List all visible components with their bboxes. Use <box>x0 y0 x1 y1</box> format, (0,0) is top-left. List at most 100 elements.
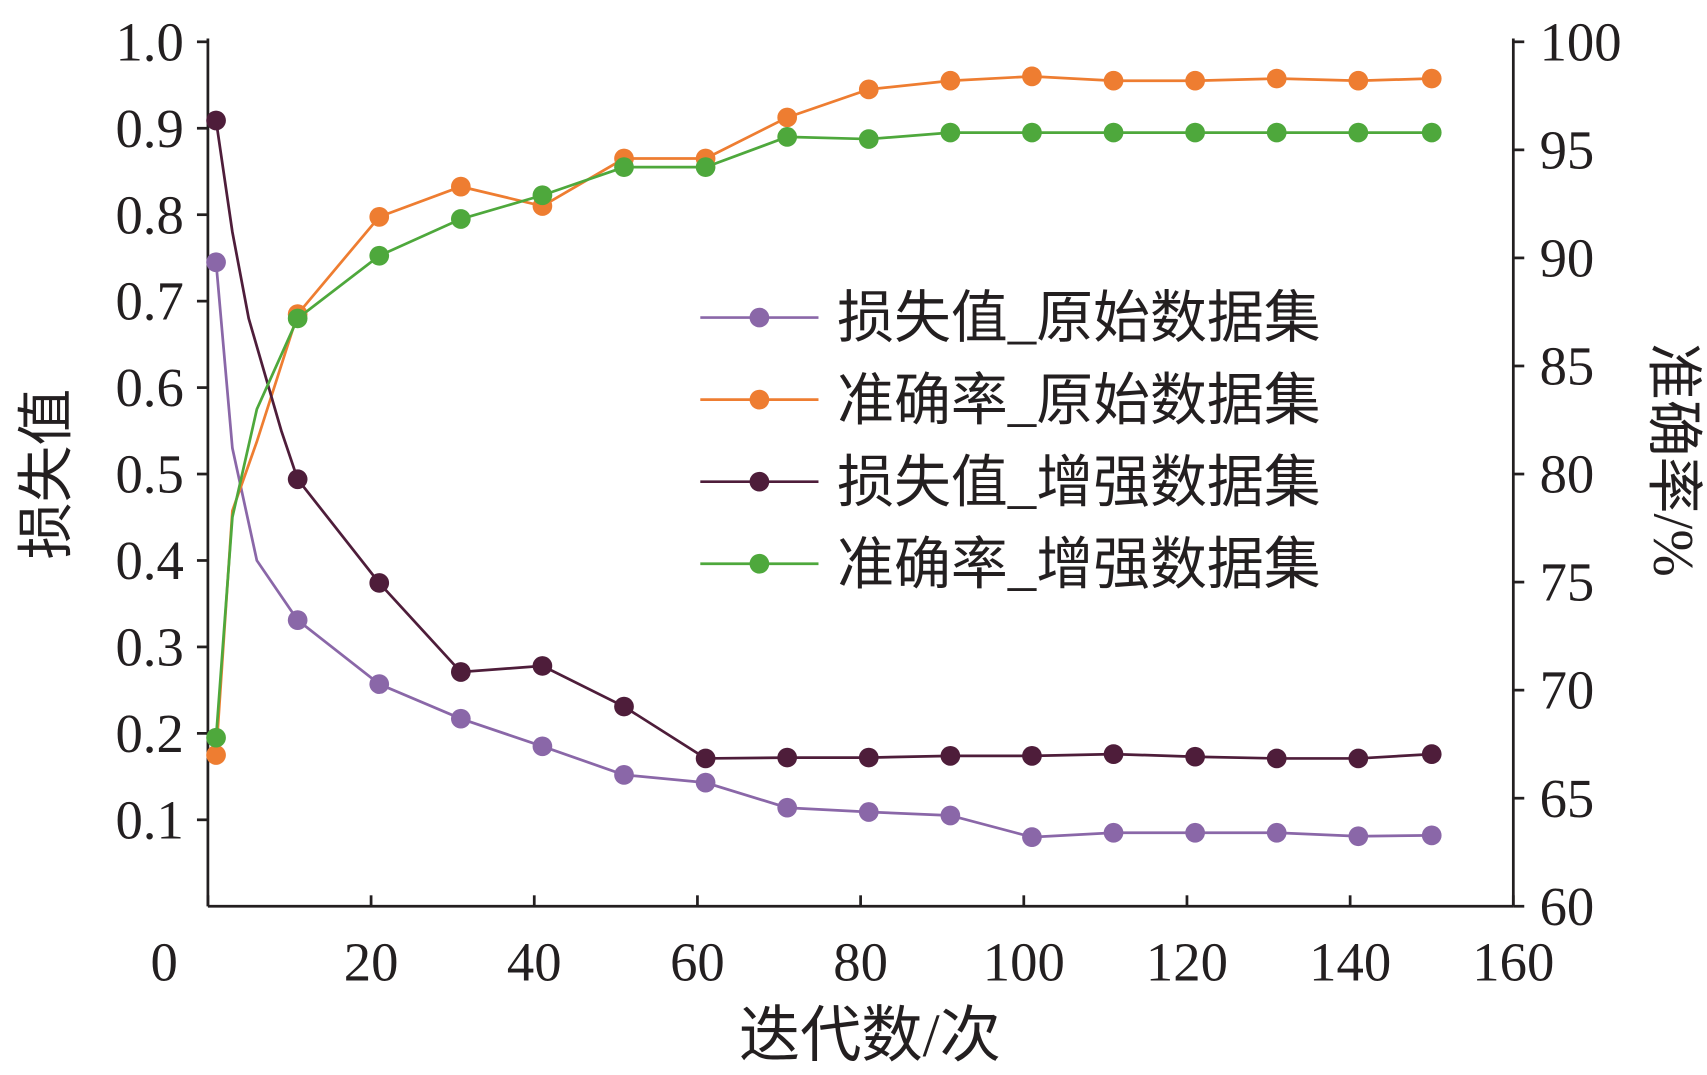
y-right-tick-label: 95 <box>1540 119 1595 180</box>
x-tick-label: 0 <box>150 932 177 993</box>
data-point <box>777 747 798 768</box>
data-point <box>1022 122 1042 143</box>
x-tick-label: 20 <box>344 932 399 993</box>
data-point <box>777 127 798 147</box>
y-right-tick-label: 100 <box>1540 11 1622 72</box>
y-left-axis-label: 损失值 <box>16 389 79 560</box>
legend-item: 损失值_增强数据集 <box>700 451 1321 514</box>
x-tick-label: 60 <box>670 932 725 993</box>
data-point <box>614 696 634 717</box>
data-point <box>1348 70 1369 91</box>
y-left-tick-label: 1.0 <box>115 11 183 72</box>
y-right-tick-label: 75 <box>1540 552 1595 613</box>
data-point <box>369 674 390 694</box>
data-point <box>1266 68 1287 89</box>
data-point <box>695 772 716 793</box>
y-left-tick-label: 0.9 <box>115 98 183 159</box>
data-point <box>1348 826 1369 847</box>
legend-label: 准确率_增强数据集 <box>837 533 1321 596</box>
data-point <box>858 747 879 768</box>
legend-item: 准确率_原始数据集 <box>700 369 1321 432</box>
legend-item: 准确率_增强数据集 <box>700 533 1321 596</box>
y-left-tick-label: 0.3 <box>115 617 183 678</box>
data-point <box>287 308 308 329</box>
y-right-tick-label: 80 <box>1540 444 1595 505</box>
legend-marker <box>749 307 770 328</box>
data-point <box>1022 745 1042 766</box>
y-left-tick-label: 0.4 <box>115 530 183 591</box>
legend-label: 损失值_原始数据集 <box>837 287 1321 350</box>
data-point <box>614 765 634 785</box>
series-3 <box>206 110 1442 769</box>
data-point <box>940 745 961 766</box>
x-tick-label: 140 <box>1309 932 1391 993</box>
y-left-tick-label: 0.5 <box>115 444 183 505</box>
data-point <box>614 157 634 178</box>
series-4 <box>206 122 1442 748</box>
data-point <box>369 207 390 227</box>
data-point <box>450 176 471 197</box>
data-point <box>777 107 798 128</box>
data-point <box>450 662 471 682</box>
data-point <box>1185 122 1205 143</box>
data-point <box>1266 748 1287 769</box>
series-line <box>214 120 1432 760</box>
data-point <box>695 748 716 769</box>
legend-marker <box>749 389 770 410</box>
data-point <box>206 745 226 765</box>
data-point <box>940 805 961 826</box>
x-tick-label: 160 <box>1472 932 1554 993</box>
data-point <box>369 573 390 593</box>
data-point <box>1185 70 1205 91</box>
data-point <box>940 122 961 143</box>
data-point <box>532 656 553 676</box>
data-point <box>1103 122 1124 143</box>
x-axis-label: 迭代数/次 <box>739 1002 1001 1070</box>
data-point <box>450 209 471 229</box>
data-point <box>1421 68 1442 89</box>
series-layer <box>206 66 1442 847</box>
series-1 <box>206 252 1442 847</box>
data-point <box>695 157 716 178</box>
data-point <box>777 797 798 818</box>
x-tick-label: 80 <box>833 932 888 993</box>
y-left-tick-label: 0.6 <box>115 357 183 418</box>
data-point <box>1103 822 1124 843</box>
data-point <box>1103 744 1124 764</box>
y-left-tick-label: 0.7 <box>115 271 183 332</box>
legend-marker <box>749 553 770 574</box>
y-right-axis-label: 准确率/% <box>1641 343 1704 577</box>
data-point <box>450 708 471 729</box>
y-right-tick-label: 60 <box>1540 876 1595 937</box>
data-point <box>1348 748 1369 769</box>
axes: 0 20 40 60 80 100 120 140 160 0.1 0.2 0.3 0.4 0.5 0.6 0… <box>115 11 1621 992</box>
x-tick-label: 120 <box>1146 932 1228 993</box>
legend-label: 损失值_增强数据集 <box>837 451 1321 514</box>
y-right-tick-label: 65 <box>1540 768 1595 829</box>
x-tick-label: 40 <box>507 932 562 993</box>
data-point <box>206 252 226 273</box>
data-point <box>287 469 308 490</box>
data-point <box>1266 122 1287 143</box>
data-point <box>369 245 390 266</box>
y-right-tick-label: 90 <box>1540 228 1595 289</box>
data-point <box>1421 122 1442 143</box>
legend-marker <box>749 471 770 492</box>
data-point <box>206 110 226 131</box>
data-point <box>206 727 226 748</box>
data-point <box>1022 827 1042 847</box>
data-point <box>287 610 308 630</box>
data-point <box>858 129 879 149</box>
data-point <box>858 802 879 822</box>
y-right-tick-label: 70 <box>1540 660 1595 721</box>
data-point <box>1185 822 1205 843</box>
series-2 <box>206 66 1442 765</box>
data-point <box>1185 746 1205 767</box>
data-point <box>1348 122 1369 143</box>
y-left-tick-label: 0.2 <box>115 703 183 764</box>
data-point <box>858 79 879 100</box>
data-point <box>532 736 553 757</box>
data-point <box>1022 66 1042 87</box>
